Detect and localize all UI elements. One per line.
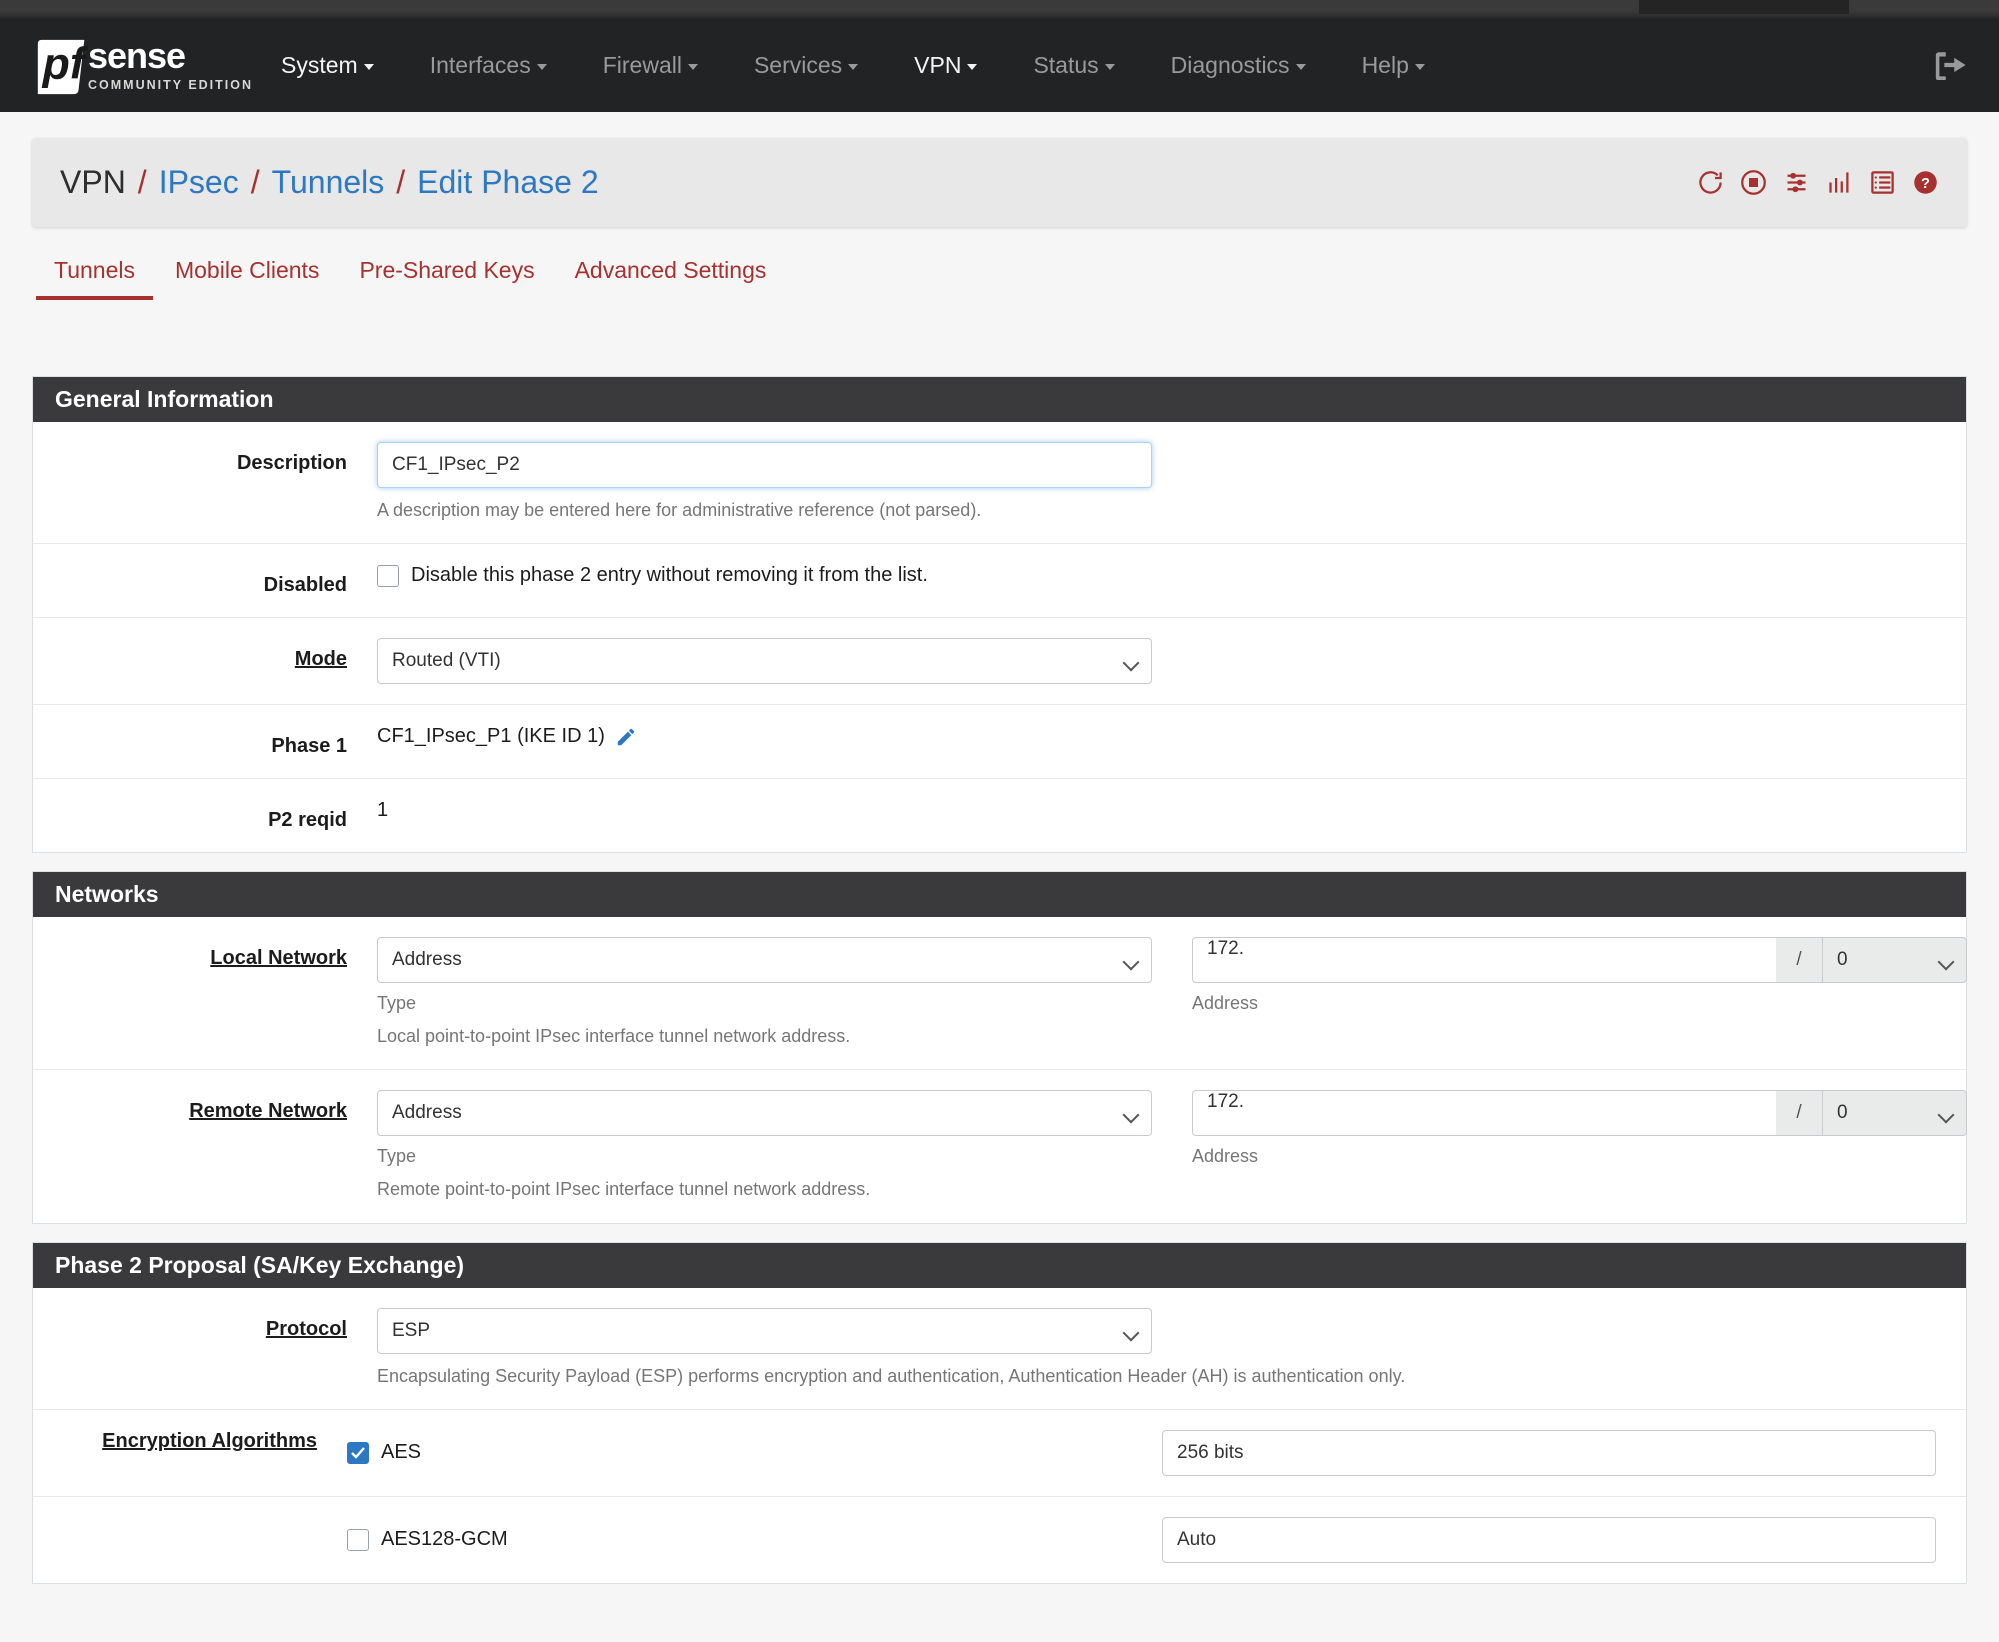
svg-text:?: ? [1921, 176, 1930, 192]
svg-text:pf: pf [42, 40, 89, 89]
